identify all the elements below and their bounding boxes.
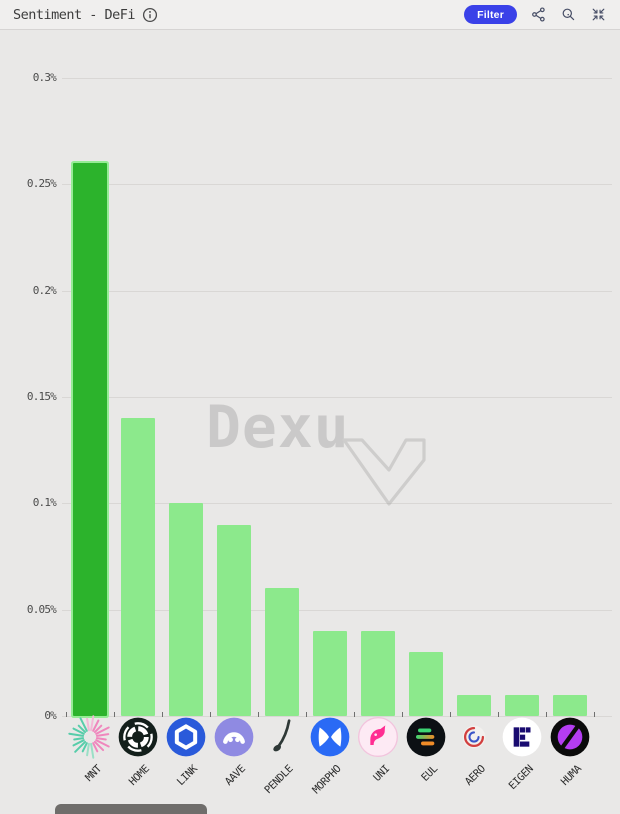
y-axis-label: 0.3% bbox=[32, 71, 57, 84]
mnt-burst-icon bbox=[67, 714, 113, 760]
info-icon[interactable] bbox=[142, 7, 158, 23]
header-actions: Filter bbox=[464, 5, 607, 24]
bar-aave[interactable] bbox=[217, 524, 251, 716]
bar-pendle[interactable] bbox=[265, 588, 299, 716]
gridline bbox=[62, 78, 612, 79]
home-target-icon bbox=[118, 717, 158, 757]
bar-eigen[interactable] bbox=[505, 694, 539, 716]
widget-title: Sentiment - DeFi bbox=[13, 6, 136, 23]
x-label-mnt: MNT bbox=[82, 763, 104, 784]
link-hexagon-icon bbox=[166, 717, 206, 757]
euler-lines-icon bbox=[406, 717, 446, 757]
widget-header: Sentiment - DeFi Filter bbox=[0, 0, 620, 30]
morpho-butterfly-icon bbox=[310, 717, 350, 757]
x-label-eigen: EIGEN bbox=[506, 763, 536, 793]
bar-uni[interactable] bbox=[361, 630, 395, 716]
x-axis-tick bbox=[402, 712, 403, 717]
x-axis-tick bbox=[114, 712, 115, 717]
x-axis-tick bbox=[354, 712, 355, 717]
bar-morpho[interactable] bbox=[313, 630, 347, 716]
y-axis-label: 0% bbox=[44, 709, 56, 722]
zoom-icon[interactable] bbox=[560, 6, 577, 23]
gridline bbox=[62, 716, 612, 717]
huma-disc-icon bbox=[550, 717, 590, 757]
x-axis-tick bbox=[162, 712, 163, 717]
bar-eul[interactable] bbox=[409, 652, 443, 716]
bar-link[interactable] bbox=[169, 503, 203, 716]
x-label-aero: AERO bbox=[462, 763, 488, 788]
x-axis-tick bbox=[66, 712, 67, 717]
aero-swirl-icon bbox=[461, 724, 487, 750]
gridline bbox=[62, 290, 612, 292]
x-label-aave: AAVE bbox=[222, 763, 248, 788]
gridline bbox=[62, 609, 612, 611]
cropped-bottom-element bbox=[55, 804, 207, 814]
x-label-link: LINK bbox=[174, 763, 200, 788]
x-axis-tick bbox=[594, 712, 595, 717]
y-axis-label: 0.1% bbox=[32, 496, 57, 510]
gridline bbox=[62, 184, 612, 186]
y-axis-label: 0.15% bbox=[26, 390, 57, 403]
y-axis-label: 0.05% bbox=[26, 602, 57, 616]
x-axis-tick bbox=[210, 712, 211, 717]
uni-unicorn-icon bbox=[358, 717, 398, 757]
collapse-icon[interactable] bbox=[590, 6, 607, 23]
x-label-morpho: MORPHO bbox=[310, 763, 344, 797]
x-axis-tick bbox=[306, 712, 307, 717]
x-label-eul: EUL bbox=[418, 763, 440, 784]
x-label-uni: UNI bbox=[370, 763, 392, 784]
gridline bbox=[62, 397, 612, 398]
x-axis-tick bbox=[258, 712, 259, 717]
bar-mnt[interactable] bbox=[73, 163, 107, 716]
watermark-logo-icon bbox=[342, 438, 426, 506]
y-axis-label: 0.25% bbox=[26, 177, 57, 191]
filter-button[interactable]: Filter bbox=[464, 5, 517, 24]
eigen-pixel-icon bbox=[502, 717, 542, 757]
aave-ghost-icon bbox=[214, 717, 254, 757]
x-axis-tick bbox=[450, 712, 451, 717]
bar-aero[interactable] bbox=[457, 694, 491, 716]
x-axis-tick bbox=[498, 712, 499, 717]
watermark: Dexu bbox=[206, 393, 426, 506]
share-icon[interactable] bbox=[530, 6, 547, 23]
x-label-home: HOME bbox=[126, 763, 152, 788]
pendle-pin-icon bbox=[265, 717, 299, 757]
bar-home[interactable] bbox=[121, 418, 155, 716]
x-label-pendle: PENDLE bbox=[262, 763, 296, 797]
watermark-text: Dexu bbox=[206, 393, 350, 461]
x-axis-tick bbox=[546, 712, 547, 717]
bar-huma[interactable] bbox=[553, 694, 587, 716]
gridline bbox=[62, 503, 612, 505]
x-label-huma: HUMA bbox=[558, 763, 584, 788]
y-axis-label: 0.2% bbox=[32, 283, 57, 297]
